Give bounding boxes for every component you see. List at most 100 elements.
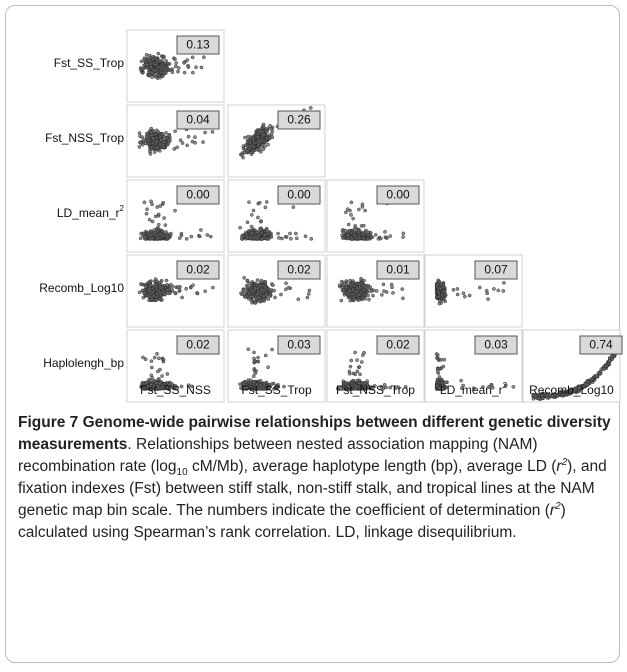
caption-sub: 10: [176, 467, 188, 479]
point: [477, 285, 482, 290]
point: [349, 282, 354, 287]
point: [250, 300, 254, 305]
point: [142, 58, 147, 62]
r2-value: 0.02: [186, 338, 210, 352]
point: [152, 294, 156, 298]
point: [267, 136, 272, 141]
point: [268, 124, 272, 128]
scatter-points: [239, 106, 313, 160]
point: [264, 136, 269, 141]
point: [339, 279, 344, 284]
point: [264, 229, 269, 233]
point: [361, 283, 366, 288]
point: [176, 69, 180, 74]
point: [344, 280, 349, 285]
point: [173, 64, 178, 69]
point: [340, 285, 345, 290]
point: [141, 66, 146, 71]
point: [152, 231, 156, 236]
point: [161, 142, 166, 147]
point: [152, 150, 157, 154]
point: [346, 222, 351, 227]
point: [203, 289, 207, 294]
point: [286, 285, 291, 290]
point: [195, 291, 200, 296]
point: [356, 230, 361, 235]
point: [607, 359, 612, 363]
point: [156, 212, 161, 217]
point: [157, 377, 161, 381]
point: [157, 281, 161, 285]
point: [150, 376, 155, 380]
point: [442, 289, 447, 294]
point: [357, 365, 362, 369]
point: [401, 231, 406, 236]
point: [390, 285, 394, 290]
point: [251, 236, 256, 240]
point: [185, 58, 190, 62]
point: [150, 297, 154, 302]
point: [361, 287, 366, 292]
label-sup: 2: [503, 381, 508, 390]
point: [160, 374, 164, 378]
point: [161, 234, 166, 238]
point: [256, 215, 260, 220]
point: [266, 142, 270, 147]
point: [359, 224, 364, 228]
point: [149, 199, 153, 204]
point: [138, 134, 142, 139]
point: [148, 70, 153, 75]
point: [176, 66, 181, 70]
point: [259, 227, 264, 232]
point: [259, 219, 263, 223]
point: [159, 70, 164, 75]
point: [243, 135, 247, 140]
r2-box: [176, 110, 220, 130]
point: [284, 235, 289, 239]
scatter-points: [238, 200, 314, 241]
r2-box: [176, 35, 220, 55]
point: [359, 360, 364, 364]
point: [158, 290, 163, 295]
point: [279, 292, 283, 297]
point: [273, 295, 277, 300]
point: [369, 289, 373, 294]
point: [401, 235, 405, 239]
point: [250, 144, 254, 148]
point: [155, 352, 159, 356]
point: [357, 236, 361, 240]
point: [137, 131, 142, 135]
point: [158, 293, 163, 298]
point: [374, 289, 379, 293]
point: [256, 355, 260, 360]
point: [249, 294, 254, 299]
point: [186, 134, 191, 139]
point: [256, 359, 261, 364]
point: [467, 293, 472, 298]
point: [170, 67, 175, 71]
point: [400, 287, 405, 291]
point: [362, 236, 366, 241]
caption-normal: cM/Mb), average haplotype length (bp), a…: [187, 458, 557, 475]
point: [353, 233, 357, 237]
point: [155, 140, 160, 144]
point: [241, 144, 246, 148]
point: [257, 200, 262, 205]
point: [256, 142, 261, 147]
point: [159, 138, 163, 142]
scatter-matrix: Fst_SS_Trop 0.13 Fst_NSS_Trop 0.04 0.26 LD_me…: [39, 29, 623, 403]
point: [164, 136, 169, 141]
point: [437, 301, 442, 306]
point: [158, 297, 162, 302]
point: [383, 230, 387, 234]
point: [355, 286, 359, 291]
point: [434, 352, 439, 356]
point: [263, 279, 268, 284]
point: [268, 294, 273, 298]
point: [262, 233, 267, 237]
point: [289, 236, 293, 241]
point: [308, 106, 313, 110]
point: [348, 289, 353, 293]
point: [161, 200, 166, 205]
point: [245, 144, 250, 149]
